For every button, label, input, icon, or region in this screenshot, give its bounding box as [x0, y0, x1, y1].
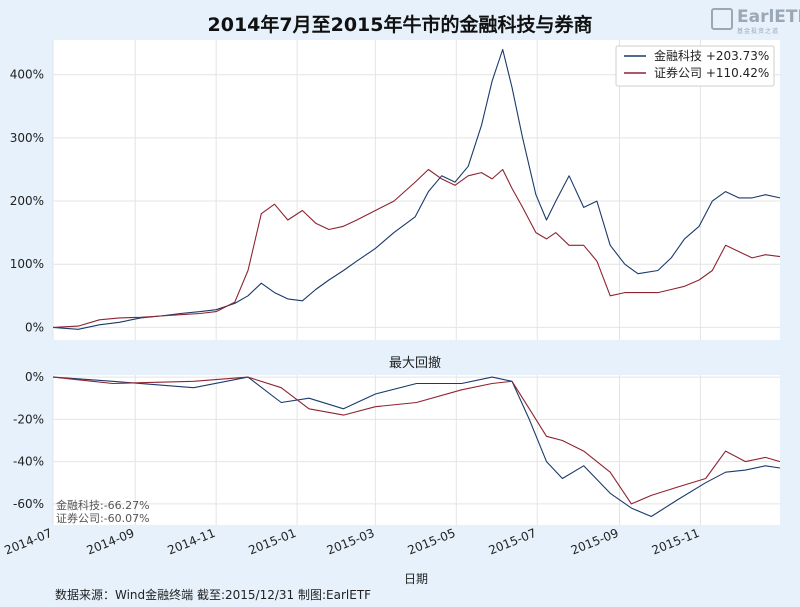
- y-tick-label: 200%: [10, 194, 44, 208]
- legend-entry: 证券公司 +110.42%: [654, 65, 769, 80]
- x-axis-label: 日期: [404, 572, 428, 586]
- fintech-return-line: [52, 48, 781, 330]
- logo-subtext: 基金投资之道: [737, 28, 780, 35]
- broker-drawdown-line: [52, 376, 781, 505]
- x-tick-label: 2015-01: [246, 526, 298, 558]
- drawdown-panel: 0% -20% -40% -60%: [13, 370, 781, 525]
- fintech-drawdown-line: [52, 376, 781, 518]
- cumulative-return-panel: 0% 100% 200% 300% 400%: [10, 40, 781, 340]
- x-tick-label: 2015-07: [487, 526, 539, 558]
- logo-text: EarlETF: [737, 7, 800, 27]
- y-tick-label: 100%: [10, 257, 44, 271]
- data-source-note: 数据来源：Wind金融终端 截至:2015/12/31 制图:EarlETF: [55, 588, 372, 602]
- y-tick-label: 400%: [10, 68, 44, 82]
- y-tick-label: -40%: [13, 455, 44, 469]
- x-tick-label: 2014-09: [85, 526, 137, 558]
- drawdown-title: 最大回撤: [389, 355, 441, 371]
- broker-return-line: [52, 168, 781, 328]
- y-tick-label: 0%: [25, 320, 44, 334]
- x-tick-label: 2015-03: [325, 526, 377, 558]
- x-tick-label: 2015-05: [406, 526, 458, 558]
- y-tick-label: 0%: [25, 370, 44, 384]
- earletf-logo: EarlETF 基金投资之道: [711, 6, 800, 36]
- y-tick-label: 300%: [10, 131, 44, 145]
- max-drawdown-annotation: 证券公司:-60.07%: [56, 511, 150, 525]
- y-tick-label: -60%: [13, 497, 44, 511]
- logo-mark: [711, 8, 733, 30]
- chart-title: 2014年7月至2015年牛市的金融科技与券商: [207, 14, 593, 36]
- x-tick-label: 2014-11: [166, 526, 218, 558]
- x-tick-label: 2015-09: [569, 526, 621, 558]
- x-tick-label: 2014-07: [2, 526, 54, 558]
- legend: 金融科技 +203.73% 证券公司 +110.42%: [615, 45, 775, 87]
- x-tick-label: 2015-11: [650, 526, 702, 558]
- plot-area: [53, 375, 780, 525]
- legend-box: [615, 45, 775, 87]
- max-drawdown-annotation: 金融科技:-66.27%: [56, 498, 150, 512]
- legend-entry: 金融科技 +203.73%: [654, 48, 769, 63]
- plot-area: [53, 40, 780, 340]
- y-tick-label: -20%: [13, 412, 44, 426]
